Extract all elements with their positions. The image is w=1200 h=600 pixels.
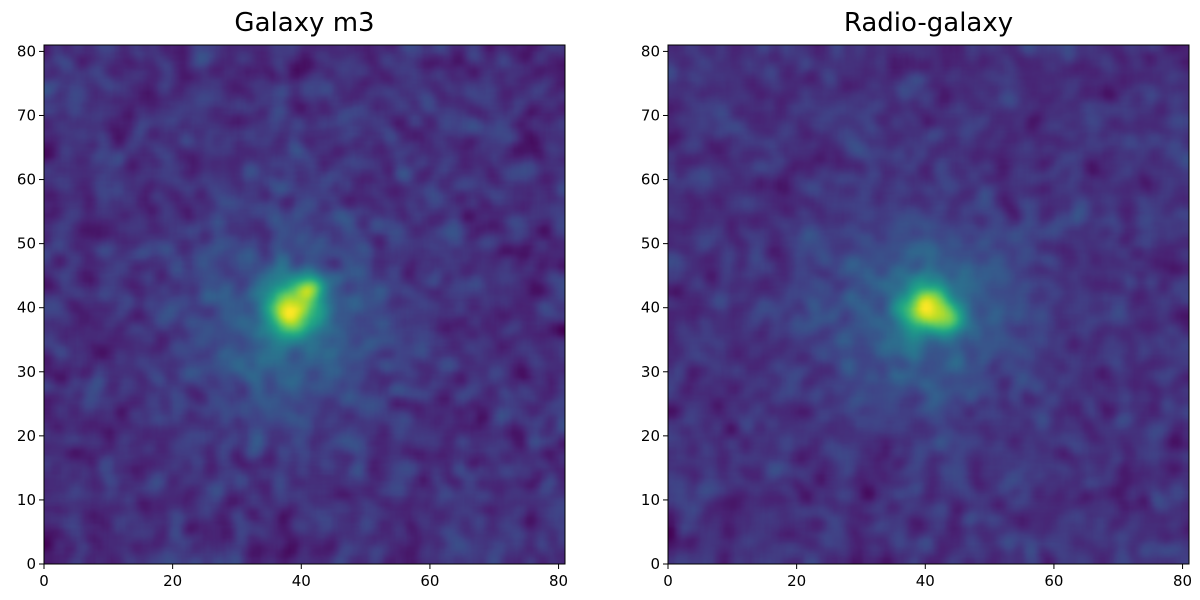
galaxy-m3-xtick-label-60: 60 xyxy=(420,572,439,590)
radio-galaxy-ytick-label-0: 0 xyxy=(650,555,660,573)
galaxy-m3-ytick-label-80: 80 xyxy=(17,42,36,60)
radio-galaxy-xtick-label-60: 60 xyxy=(1044,572,1063,590)
galaxy-m3-ytick-label-20: 20 xyxy=(17,427,36,445)
galaxy-m3-ytick-label-30: 30 xyxy=(17,363,36,381)
radio-galaxy-title: Radio-galaxy xyxy=(844,8,1013,38)
galaxy-m3-ytick-label-60: 60 xyxy=(17,171,36,189)
radio-galaxy-ytick-label-40: 40 xyxy=(641,299,660,317)
radio-galaxy-xtick-label-0: 0 xyxy=(663,572,673,590)
galaxy-m3-ytick-label-10: 10 xyxy=(17,491,36,509)
radio-galaxy-ytick-label-80: 80 xyxy=(641,42,660,60)
galaxy-m3-xtick-label-40: 40 xyxy=(292,572,311,590)
galaxy-m3-xtick-label-80: 80 xyxy=(549,572,568,590)
galaxy-m3-title: Galaxy m3 xyxy=(234,8,374,38)
galaxy-m3-ytick-label-50: 50 xyxy=(17,235,36,253)
radio-galaxy-ytick-label-10: 10 xyxy=(641,491,660,509)
radio-galaxy-heatmap-image xyxy=(668,45,1189,564)
galaxy-m3-ytick-label-70: 70 xyxy=(17,106,36,124)
radio-galaxy-ytick-label-70: 70 xyxy=(641,106,660,124)
radio-galaxy-ytick-label-20: 20 xyxy=(641,427,660,445)
galaxy-m3-heatmap-image xyxy=(44,45,565,564)
galaxy-m3-xtick-label-20: 20 xyxy=(163,572,182,590)
radio-galaxy-ytick-label-50: 50 xyxy=(641,235,660,253)
radio-galaxy-ytick-label-30: 30 xyxy=(641,363,660,381)
galaxy-m3-xtick-label-0: 0 xyxy=(39,572,49,590)
galaxy-m3-panel: Galaxy m3 0 20 40 60 80 0 10 20 30 40 50 60 70 80 xyxy=(17,8,568,590)
galaxy-m3-axes-frame xyxy=(43,44,566,565)
radio-galaxy-ytick-label-60: 60 xyxy=(641,171,660,189)
radio-galaxy-xtick-label-40: 40 xyxy=(916,572,935,590)
galaxy-m3-ytick-label-40: 40 xyxy=(17,299,36,317)
galaxy-m3-ytick-label-0: 0 xyxy=(26,555,36,573)
radio-galaxy-axes-frame xyxy=(667,44,1190,565)
radio-galaxy-xtick-label-80: 80 xyxy=(1173,572,1192,590)
radio-galaxy-panel: Radio-galaxy 0 20 40 60 80 0 10 20 30 40 50 60 70 80 xyxy=(641,8,1192,590)
radio-galaxy-xtick-label-20: 20 xyxy=(787,572,806,590)
